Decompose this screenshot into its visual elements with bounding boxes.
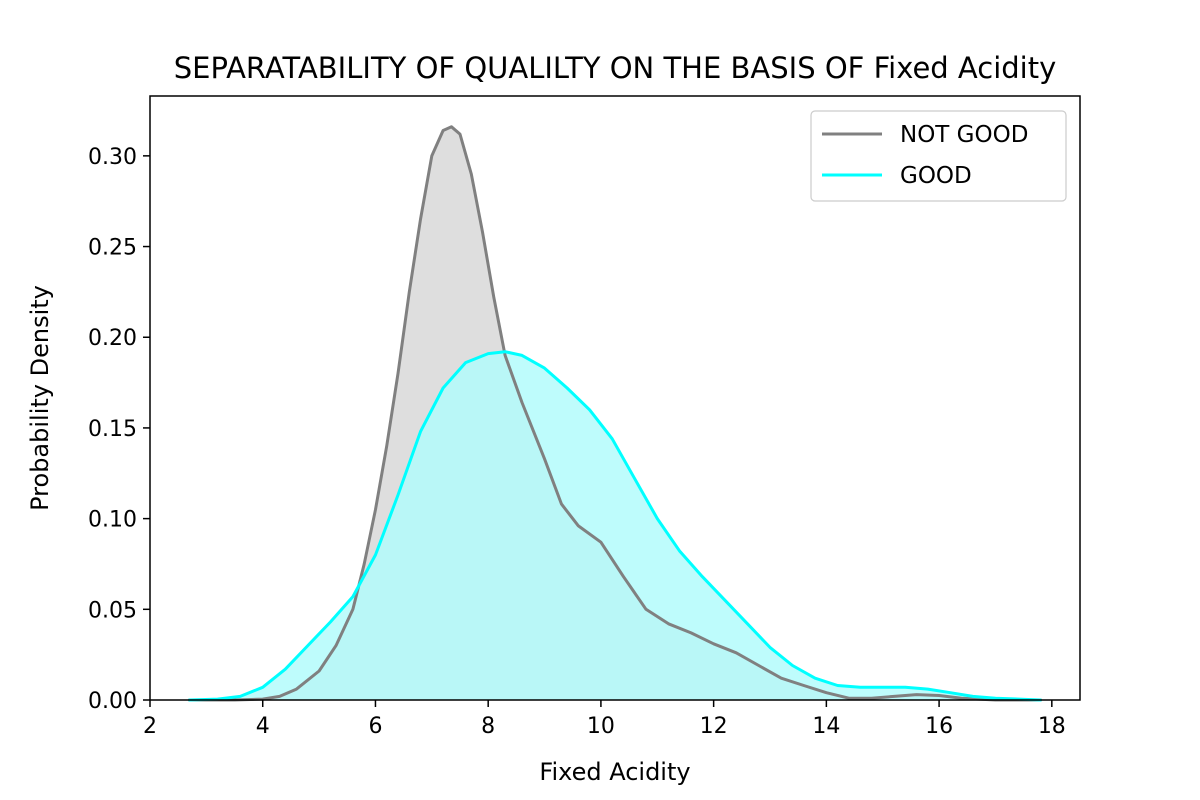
y-axis-label: Probability Density [26, 285, 54, 511]
legend-label-not-good: NOT GOOD [900, 122, 1028, 148]
x-tick-label: 18 [1038, 714, 1066, 739]
x-tick-label: 16 [925, 714, 953, 739]
x-axis-label: Fixed Acidity [539, 758, 690, 786]
y-tick-label: 0.00 [88, 689, 137, 714]
legend: NOT GOOD GOOD [810, 110, 1067, 202]
good-line [188, 350, 1042, 702]
x-tick-label: 12 [700, 714, 728, 739]
y-tick-label: 0.05 [88, 598, 137, 623]
plot-frame [149, 95, 1081, 701]
legend-label-good: GOOD [900, 163, 972, 189]
good-area [189, 351, 1041, 700]
plot-area [188, 125, 1042, 702]
y-axis: 0.00 0.05 0.10 0.15 0.20 0.25 0.30 [88, 145, 150, 714]
y-tick-label: 0.30 [88, 145, 137, 170]
x-tick-label: 2 [143, 714, 157, 739]
x-tick-label: 14 [812, 714, 840, 739]
y-tick-label: 0.15 [88, 417, 137, 442]
y-tick-label: 0.10 [88, 508, 137, 533]
x-tick-label: 8 [481, 714, 495, 739]
not-good-line [188, 125, 1042, 702]
x-tick-label: 4 [256, 714, 270, 739]
chart-title: SEPARATABILITY OF QUALILTY ON THE BASIS … [174, 51, 1057, 85]
y-tick-label: 0.20 [88, 326, 137, 351]
x-tick-label: 10 [587, 714, 615, 739]
x-axis: 2 4 6 8 10 12 14 16 18 [143, 700, 1066, 739]
x-tick-label: 6 [368, 714, 382, 739]
y-tick-label: 0.25 [88, 236, 137, 261]
